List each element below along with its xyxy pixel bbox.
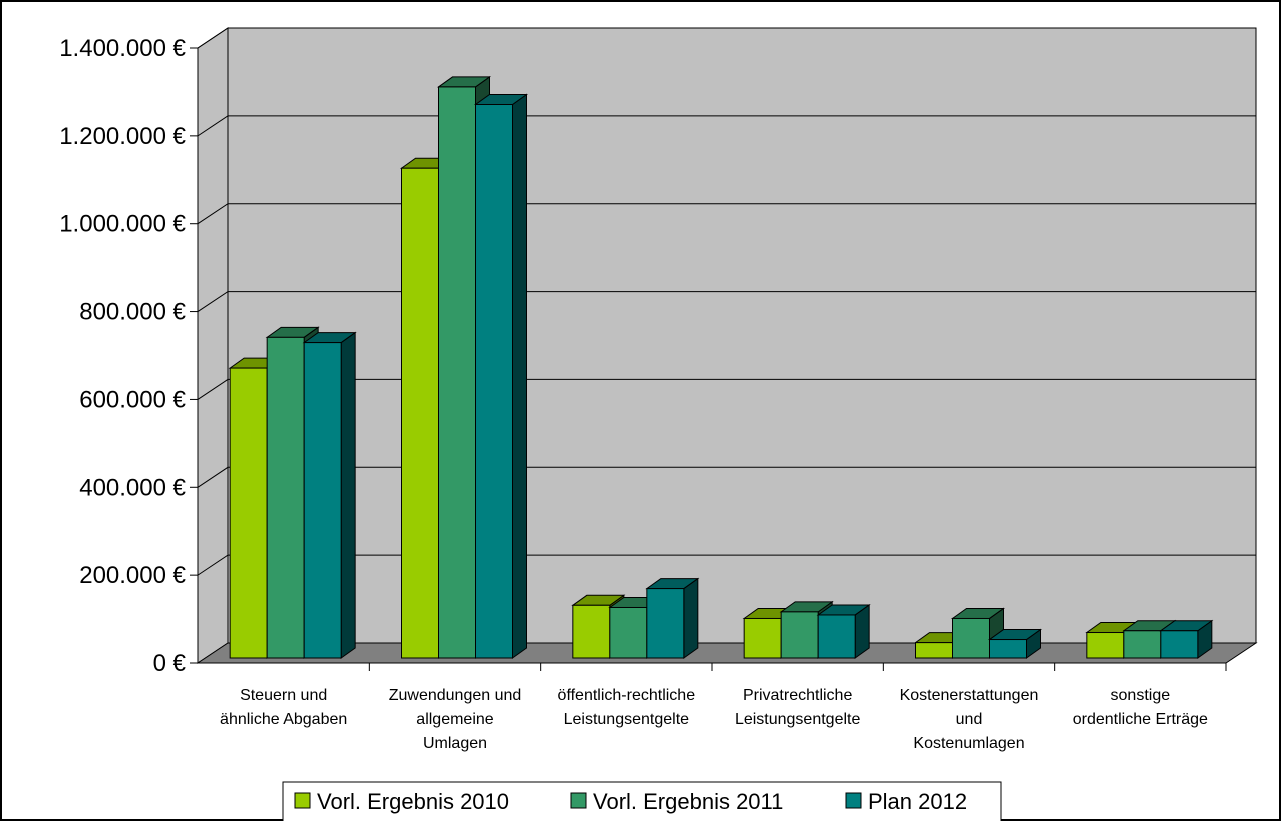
bar-front <box>266 336 305 659</box>
bar-front <box>915 642 953 659</box>
bars <box>228 75 1214 659</box>
gridline <box>197 466 1256 488</box>
legend-box <box>282 781 1002 821</box>
bar-front <box>475 104 513 659</box>
gridline <box>197 378 1256 400</box>
bar-front <box>401 167 439 659</box>
bar-front <box>1123 630 1162 659</box>
bar-front <box>229 367 268 659</box>
bar <box>950 607 1006 659</box>
x-tick-label: Kostenerstattungen und Kostenumlagen <box>900 687 1039 752</box>
bar-front <box>303 342 342 659</box>
bar-side <box>683 577 699 659</box>
y-tick-label: 400.000 € <box>79 474 186 501</box>
y-tick-label: 1.000.000 € <box>59 211 186 238</box>
bar-front <box>1086 632 1125 659</box>
x-tick-label: Zuwendungen und allgemeine Umlagen <box>389 687 522 752</box>
bar-side <box>512 93 527 659</box>
x-tick-label: Privatrechtliche Leistungsentgelte <box>735 687 861 728</box>
legend: Vorl. Ergebnis 2010 Vorl. Ergebnis 2011 Pl… <box>282 781 1002 821</box>
y-tick-label: 800.000 € <box>79 299 186 326</box>
bar-side <box>340 331 356 659</box>
bar <box>302 331 357 659</box>
bar-front <box>780 611 819 659</box>
side-wall <box>197 27 229 664</box>
legend-label: Vorl. Ergebnis 2011 <box>593 789 783 814</box>
bar <box>987 628 1043 659</box>
axis-labels: 0 € 200.000 € 400.000 € 600.000 € 800.000 € 1… <box>59 35 1208 752</box>
axes <box>190 27 1256 671</box>
bar-front <box>609 606 648 659</box>
gridline <box>197 27 1256 49</box>
legend-label: Vorl. Ergebnis 2010 <box>317 789 509 814</box>
legend-label: Plan 2012 <box>868 789 967 814</box>
y-tick-label: 1.200.000 € <box>59 123 186 150</box>
legend-swatch <box>845 792 862 809</box>
y-tick-label: 1.400.000 € <box>59 35 186 62</box>
gridline <box>197 203 1256 225</box>
legend-swatch <box>294 792 311 809</box>
bar-front <box>438 86 476 659</box>
bar-front <box>989 639 1027 659</box>
bar-front <box>646 588 685 659</box>
x-tick-label: sonstige ordentliche Erträge <box>1073 687 1208 728</box>
x-tick-label: Steuern und ähnliche Abgaben <box>220 687 347 728</box>
y-tick-label: 600.000 € <box>79 386 186 413</box>
bar-front <box>817 614 856 659</box>
bar <box>645 577 700 659</box>
bar-front <box>1160 630 1199 659</box>
x-tick-label: öffentlich-rechtliche Leistungsentgelte <box>558 687 696 728</box>
bar <box>473 93 529 659</box>
back-wall <box>227 27 1257 644</box>
gridline <box>197 554 1256 576</box>
bar <box>1159 619 1214 659</box>
y-tick-label: 200.000 € <box>79 562 186 589</box>
y-tick-label: 0 € <box>153 650 187 677</box>
legend-swatch <box>570 792 587 809</box>
bar-front <box>743 617 782 659</box>
bar <box>816 603 871 659</box>
gridline <box>197 115 1256 137</box>
gridline <box>197 291 1256 312</box>
chart-wall <box>196 27 1258 664</box>
bar-front <box>572 604 611 659</box>
bar-front <box>952 617 990 659</box>
